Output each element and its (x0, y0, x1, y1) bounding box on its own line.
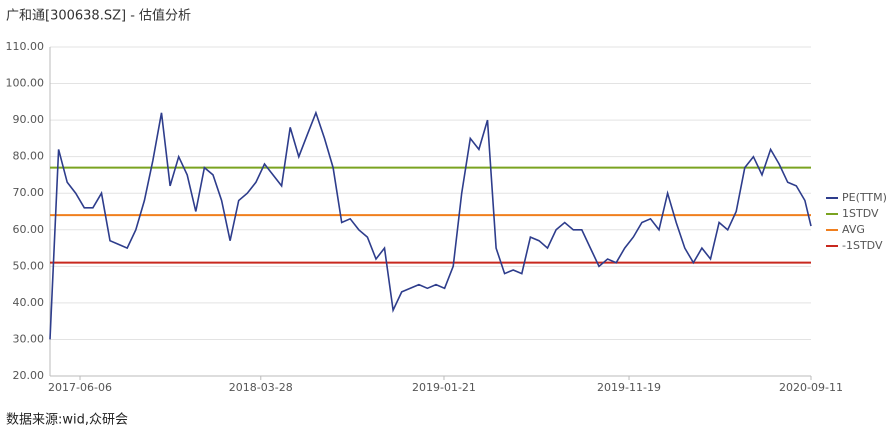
y-tick-label: 70.00 (13, 186, 45, 199)
y-tick-label: 40.00 (13, 296, 45, 309)
y-tick-label: 90.00 (13, 113, 45, 126)
legend-label: PE(TTM) (842, 191, 887, 204)
y-tick-label: 100.00 (6, 77, 45, 90)
data-line (49, 110, 812, 340)
legend-label: 1STDV (842, 207, 879, 220)
x-tick-label: 2020-09-11 (779, 381, 843, 394)
chart-title: 广和通[300638.SZ] - 估值分析 (6, 8, 191, 24)
x-tick-label: 2019-01-21 (412, 381, 476, 394)
y-tick-label: 20.00 (13, 369, 45, 382)
legend-label: -1STDV (842, 239, 883, 252)
x-tick-label: 2017-06-06 (48, 381, 112, 394)
y-tick-label: 50.00 (13, 259, 45, 272)
x-tick-label: 2018-03-28 (229, 381, 293, 394)
legend-label: AVG (842, 223, 865, 236)
y-tick-label: 30.00 (13, 332, 45, 345)
y-tick-label: 110.00 (6, 40, 45, 53)
y-tick-label: 60.00 (13, 223, 45, 236)
source-note: 数据来源:wid,众研会 (6, 413, 128, 428)
x-tick-label: 2019-11-19 (597, 381, 661, 394)
y-tick-label: 80.00 (13, 150, 45, 163)
